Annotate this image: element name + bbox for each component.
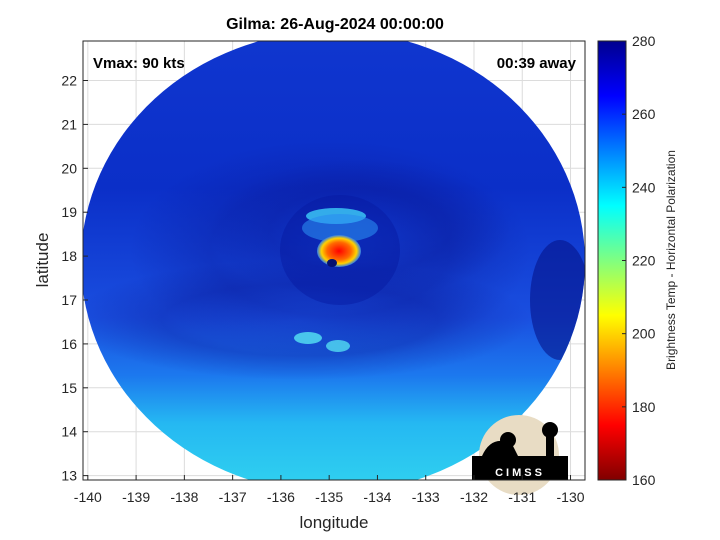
y-tick-label: 22 [61,73,77,89]
y-tick-label: 19 [61,204,77,220]
colorbar-tick-label: 240 [632,179,656,195]
x-tick-label: -132 [460,489,488,505]
figure-title: Gilma: 26-Aug-2024 00:00:00 [226,16,444,33]
y-tick-label: 20 [61,160,77,176]
x-axis-label: longitude [299,513,368,532]
colorbar-tick-label: 200 [632,326,656,342]
y-tick-label: 17 [61,292,77,308]
y-tick-labels: 13 14 15 16 17 18 19 20 21 22 [61,73,88,484]
x-tick-label: -136 [267,489,295,505]
y-axis-label: latitude [33,233,52,288]
y-tick-label: 15 [61,380,77,396]
swath-image [83,41,585,480]
vmax-label: Vmax: 90 kts [93,55,185,72]
x-tick-label: -140 [74,489,102,505]
x-tick-label: -137 [219,489,247,505]
time-away-label: 00:39 away [497,55,577,72]
colorbar [597,40,627,481]
y-tick-label: 14 [61,424,77,440]
x-tick-label: -135 [315,489,343,505]
x-tick-labels: -140 -139 -138 -137 -136 -135 -134 -133 -132 -131… [74,475,585,505]
colorbar-tick-labels: 280 260 240 220 200 180 160 [622,33,656,488]
colorbar-label: Brightness Temp - Horizontal Polarizatio… [664,150,678,370]
cimss-logo: CIMSS [472,415,568,495]
colorbar-tick-label: 180 [632,399,656,415]
colorbar-tick-label: 280 [632,33,656,49]
logo-text: CIMSS [495,467,545,479]
y-tick-label: 16 [61,336,77,352]
x-tick-label: -139 [122,489,150,505]
x-tick-label: -138 [170,489,198,505]
storm-eye [317,235,361,267]
y-tick-label: 21 [61,116,77,132]
x-tick-label: -133 [412,489,440,505]
x-tick-label: -131 [508,489,536,505]
colorbar-tick-label: 220 [632,253,656,269]
map-axes-frame [82,40,586,481]
x-tick-label: -134 [363,489,391,505]
y-tick-label: 13 [61,468,77,484]
colorbar-tick-label: 260 [632,106,656,122]
y-tick-label: 18 [61,248,77,264]
x-tick-label: -130 [557,489,585,505]
colorbar-tick-label: 160 [632,472,656,488]
